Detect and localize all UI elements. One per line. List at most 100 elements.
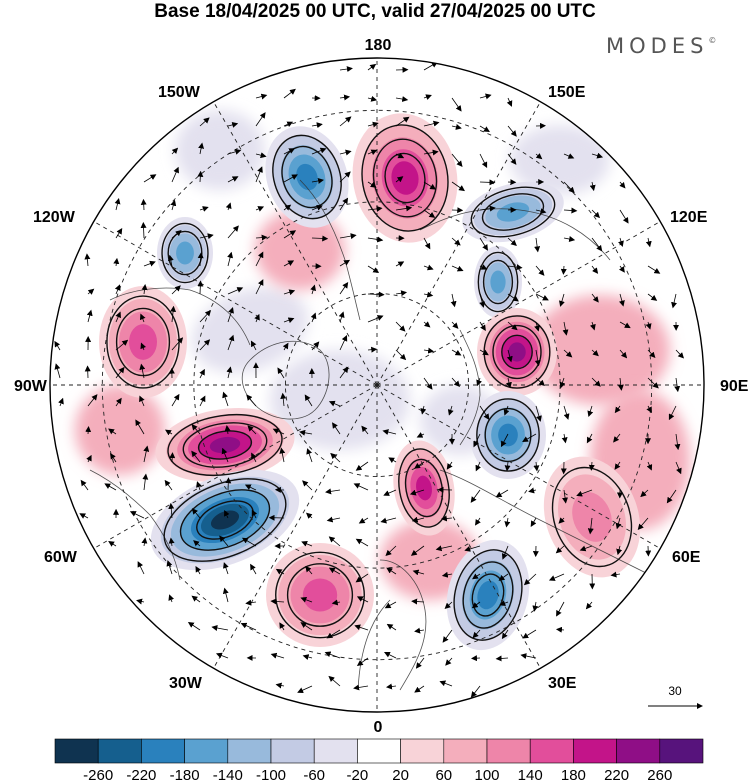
wind-arrow xyxy=(440,515,453,522)
wind-arrow xyxy=(328,400,341,407)
wind-arrow xyxy=(619,209,629,224)
wind-arrow xyxy=(328,675,341,687)
wind-arrow xyxy=(507,293,519,302)
wind-arrow xyxy=(412,569,425,576)
wind-arrow xyxy=(86,309,93,323)
wind-arrow xyxy=(414,627,425,634)
wind-arrow xyxy=(507,153,517,165)
wind-arrow xyxy=(187,621,201,631)
wind-arrow xyxy=(645,237,652,248)
wind-arrow xyxy=(168,594,175,603)
wind-arrow xyxy=(356,657,369,666)
colorbar-tick-label: 100 xyxy=(474,767,499,783)
wind-arrow xyxy=(171,230,182,239)
wind-arrow xyxy=(139,313,146,323)
wind-arrow xyxy=(224,510,230,519)
wind-arrow xyxy=(367,95,378,102)
meridian-line xyxy=(93,384,378,549)
wind-arrow xyxy=(591,265,599,274)
wind-arrow xyxy=(255,152,267,159)
wind-arrow xyxy=(339,149,352,156)
wind-arrow xyxy=(470,489,481,503)
wind-arrow xyxy=(305,565,313,575)
wind-arrow xyxy=(215,652,229,659)
anomaly-contour xyxy=(361,124,449,232)
wind-arrow xyxy=(618,293,625,307)
wind-arrow xyxy=(618,265,625,273)
lon-label-30w: 30W xyxy=(169,675,203,692)
wind-arrow xyxy=(283,230,297,239)
wind-arrow xyxy=(226,366,233,379)
anomaly-blob xyxy=(175,110,265,190)
wind-arrow xyxy=(58,397,64,407)
wind-arrow xyxy=(395,176,404,183)
wind-arrow xyxy=(171,285,181,295)
map-title: Base 18/04/2025 00 UTC, valid 27/04/2025… xyxy=(154,1,596,22)
meridian-line xyxy=(376,384,541,669)
wind-arrow xyxy=(503,405,510,416)
wind-arrow xyxy=(423,149,439,156)
wind-arrow xyxy=(227,287,244,295)
wind-arrow xyxy=(113,257,120,267)
colorbar-swatch xyxy=(54,738,99,764)
wind-arrow xyxy=(472,573,481,580)
wind-arrow xyxy=(504,461,511,472)
wind-arrow xyxy=(245,599,257,606)
anomaly-contour xyxy=(163,478,287,562)
wind-arrow xyxy=(339,259,351,267)
wind-arrow xyxy=(479,237,488,251)
anomaly-blob xyxy=(510,125,610,195)
wind-arrow xyxy=(476,377,482,387)
wind-arrow xyxy=(114,197,121,211)
wind-arrow xyxy=(563,153,575,159)
anomaly-core xyxy=(209,436,241,454)
lon-label-60e: 60E xyxy=(672,549,701,566)
wind-arrow xyxy=(617,377,624,391)
wind-arrow xyxy=(646,405,652,414)
wind-arrow xyxy=(199,368,205,379)
coastline xyxy=(89,469,181,581)
wind-arrow xyxy=(310,284,316,295)
wind-arrow xyxy=(326,629,341,639)
wind-arrow xyxy=(479,125,490,133)
wind-arrow xyxy=(668,405,677,421)
wind-arrow xyxy=(275,568,285,575)
anomaly-core xyxy=(508,342,526,362)
wind-arrow xyxy=(227,307,234,323)
wind-arrow xyxy=(441,571,453,578)
wind-arrow xyxy=(227,334,235,351)
wind-arrow xyxy=(451,181,465,192)
lon-label-150w: 150W xyxy=(158,84,201,101)
colorbar-tick-label: 20 xyxy=(392,767,409,783)
wind-arrow xyxy=(299,429,313,436)
wind-arrow xyxy=(311,341,320,351)
wind-arrow xyxy=(367,315,384,323)
wind-arrow xyxy=(423,264,434,271)
wind-arrow xyxy=(645,321,652,330)
wind-arrow xyxy=(451,321,459,329)
wind-arrow xyxy=(196,481,202,491)
wind-arrow xyxy=(585,601,593,610)
wind-arrow xyxy=(353,483,369,491)
wind-arrow xyxy=(445,657,453,666)
wind-arrow xyxy=(354,624,369,631)
wind-arrow xyxy=(464,545,481,552)
wind-arrow xyxy=(283,148,296,155)
wind-arrow xyxy=(224,425,231,435)
wind-arrow xyxy=(532,601,539,612)
wind-arrow xyxy=(140,221,147,239)
wind-arrow xyxy=(576,489,593,497)
wind-arrow xyxy=(507,264,523,271)
wind-arrow xyxy=(395,96,409,102)
wind-arrow xyxy=(227,225,239,239)
colorbar-tick-label: -260 xyxy=(83,767,113,783)
wind-arrow xyxy=(135,419,145,435)
colorbar-swatch xyxy=(357,738,401,764)
wind-arrow xyxy=(563,236,576,242)
wind-arrow xyxy=(380,517,397,524)
wind-arrow xyxy=(507,237,517,247)
wind-arrow xyxy=(507,321,518,331)
wind-arrow xyxy=(451,97,462,112)
anomaly-fields xyxy=(75,110,690,651)
anomaly-contour xyxy=(482,259,514,305)
